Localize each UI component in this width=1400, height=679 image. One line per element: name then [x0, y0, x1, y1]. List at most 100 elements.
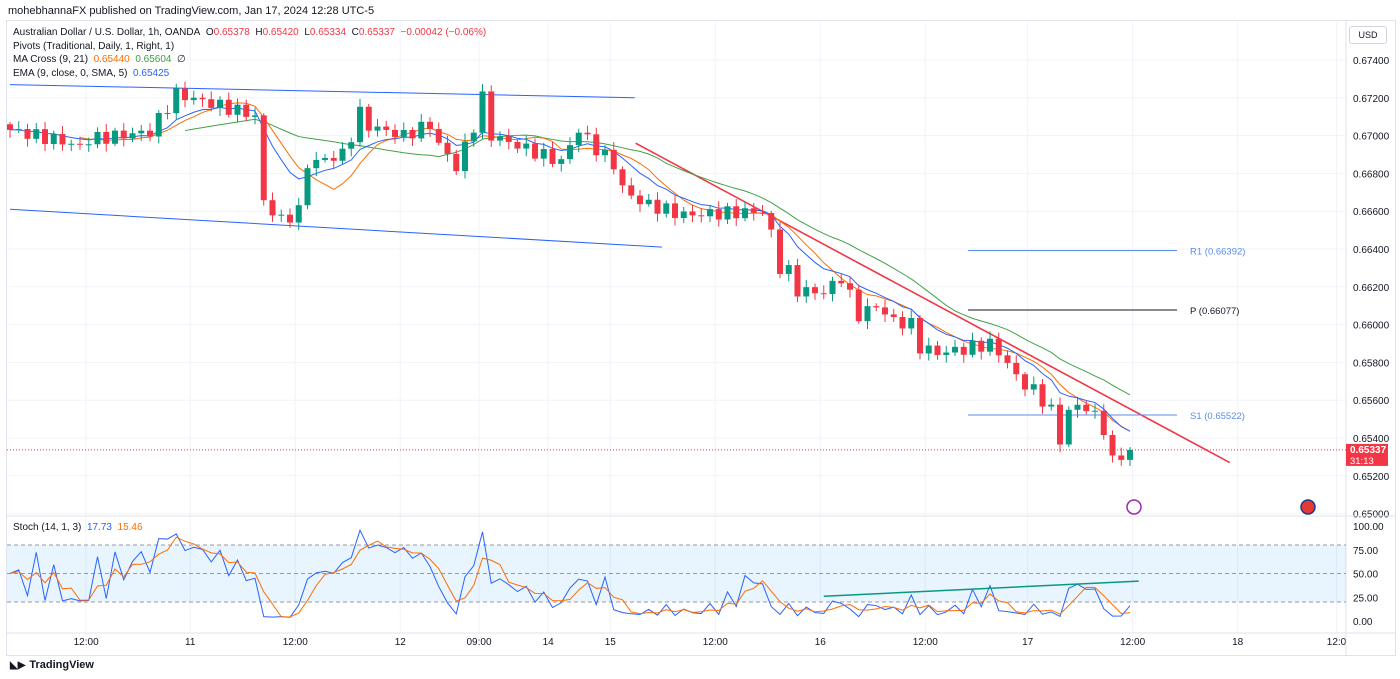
candle: [234, 98, 241, 123]
ma-slow-value: 0.65604: [135, 54, 172, 65]
candle-body: [925, 345, 932, 354]
candle: [1013, 355, 1020, 381]
candle: [1030, 376, 1037, 395]
candle-body: [602, 149, 608, 156]
candle: [777, 221, 783, 279]
candle-body: [742, 208, 748, 219]
stoch-tick-label: 100.00: [1353, 522, 1384, 533]
candle: [514, 139, 521, 153]
candle-body: [15, 128, 22, 130]
candle-body: [917, 318, 923, 354]
high-value: 0.65420: [262, 27, 299, 38]
candle: [610, 142, 617, 175]
stoch-label: Stoch (14, 1, 3): [13, 522, 82, 533]
candle-body: [295, 205, 302, 223]
candle: [427, 117, 433, 137]
candle: [558, 155, 565, 172]
candle-body: [357, 106, 363, 143]
pivots-legend[interactable]: Pivots (Traditional, Daily, 1, Right, 1): [13, 40, 175, 52]
brand-label: TradingView: [29, 659, 94, 671]
candle-body: [1013, 362, 1020, 375]
candle-body: [24, 128, 31, 139]
candle-body: [995, 338, 1002, 356]
candle: [549, 141, 556, 168]
candle-body: [943, 352, 950, 355]
candle-body: [330, 157, 337, 161]
candle: [567, 137, 573, 164]
candle: [978, 337, 985, 360]
candle-body: [225, 99, 232, 115]
candle-body: [584, 132, 591, 135]
candle: [199, 93, 206, 107]
candle: [155, 110, 162, 144]
tradingview-logo-icon: ◣▶: [10, 659, 26, 671]
candle: [147, 123, 153, 142]
candle: [470, 129, 477, 147]
candle-body: [838, 280, 845, 284]
candle-body: [768, 213, 775, 230]
candle-body: [558, 159, 565, 164]
price-tick-label: 0.67000: [1353, 132, 1390, 143]
ma-cross-legend[interactable]: MA Cross (9, 21) 0.65440 0.65604 ∅: [13, 53, 486, 67]
candle-body: [1057, 404, 1063, 445]
candle-body: [1074, 404, 1081, 410]
tradingview-brand[interactable]: ◣▶ TradingView: [10, 659, 94, 671]
candle: [383, 120, 390, 136]
candle: [1048, 398, 1055, 411]
price-tick-label: 0.66400: [1353, 245, 1390, 256]
candle-body: [672, 203, 678, 219]
candle-body: [663, 203, 670, 214]
candle: [348, 137, 355, 157]
candle-body: [873, 306, 880, 308]
candle-body: [1083, 404, 1090, 412]
candle-body: [68, 143, 75, 145]
time-tick-label: 12:00: [703, 637, 728, 648]
candle: [1022, 371, 1028, 397]
candle-body: [969, 340, 976, 355]
candle: [1109, 430, 1116, 463]
candle-body: [680, 211, 687, 219]
stoch-k-line: [9, 528, 1131, 618]
candle-body: [785, 265, 792, 274]
candle-body: [199, 97, 206, 100]
candle-body: [654, 199, 661, 214]
price-tick-label: 0.66000: [1353, 321, 1390, 332]
time-tick-label: 11: [185, 637, 196, 648]
symbol-legend: Australian Dollar / U.S. Dollar, 1h, OAN…: [13, 26, 486, 40]
candle: [33, 123, 40, 144]
candle: [190, 90, 197, 105]
candle: [908, 310, 915, 335]
candle: [322, 153, 328, 163]
ema-legend[interactable]: EMA (9, close, 0, SMA, 5) 0.65425: [13, 67, 486, 81]
candle: [85, 137, 92, 152]
candle-body: [94, 131, 101, 145]
candle-body: [435, 128, 442, 143]
candle: [1004, 350, 1011, 369]
candle: [339, 142, 346, 165]
candle: [453, 149, 460, 176]
candle: [330, 151, 337, 169]
candle: [540, 142, 547, 167]
candle-body: [689, 211, 696, 216]
candle: [94, 127, 101, 149]
candle: [304, 164, 311, 210]
candle: [864, 298, 871, 330]
candle-body: [855, 289, 862, 322]
stoch-legend[interactable]: Stoch (14, 1, 3) 17.73 15.46: [13, 522, 143, 533]
candle: [374, 119, 381, 137]
candle: [882, 299, 888, 323]
price-tick-label: 0.66600: [1353, 207, 1390, 218]
time-tick-label: 12:00: [283, 637, 308, 648]
candle-body: [549, 149, 556, 164]
candle-body: [488, 91, 495, 141]
symbol-name[interactable]: Australian Dollar / U.S. Dollar, 1h, OAN…: [13, 27, 201, 38]
candle: [873, 303, 880, 311]
candle-body: [960, 346, 967, 355]
currency-button[interactable]: USD: [1349, 26, 1387, 44]
candle-body: [383, 126, 390, 130]
candle-body: [112, 130, 118, 144]
candle: [68, 139, 75, 152]
candle: [838, 273, 845, 288]
candle-body: [234, 104, 241, 115]
